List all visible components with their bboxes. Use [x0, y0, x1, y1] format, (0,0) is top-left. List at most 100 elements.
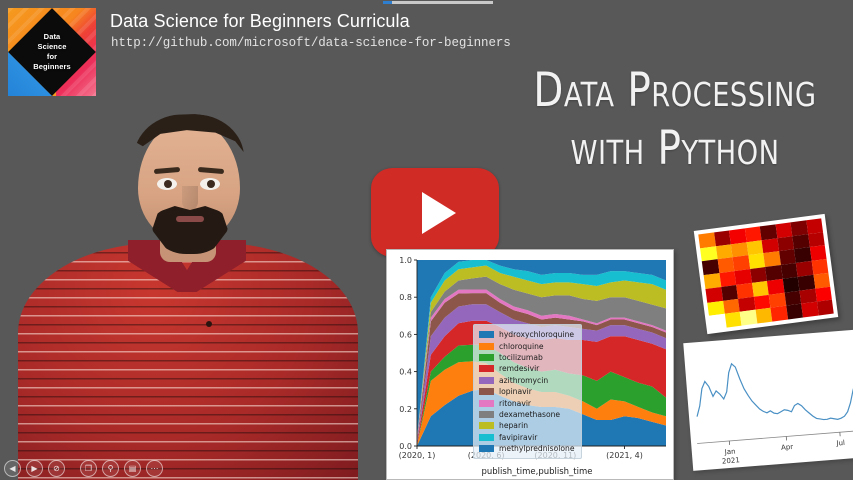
logo-label-line4: Beginners	[33, 62, 71, 71]
legend-item: heparin	[479, 420, 575, 431]
logo-label-line3: for	[46, 52, 58, 61]
legend-label: dexamethasone	[499, 409, 561, 419]
legend-label: ritonavir	[499, 398, 532, 408]
area-band-6	[417, 289, 666, 441]
legend-item: remdesivir	[479, 363, 575, 374]
area-xtick-label: (2020, 1)	[399, 451, 436, 460]
media-toolbar: ◀ ▶ ⊘ ❐ ⚲ ▤ ⋯	[4, 459, 163, 478]
legend-item: lopinavir	[479, 386, 575, 397]
line-xtick-label: 2021	[722, 456, 740, 465]
previous-icon[interactable]: ◀	[4, 460, 21, 477]
legend-item: methylprednisolone	[479, 443, 575, 454]
area-ytick-label: 0.4	[399, 368, 412, 377]
legend-swatch-icon	[479, 410, 494, 418]
legend-label: hydroxychloroquine	[499, 330, 575, 340]
legend-swatch-icon	[479, 376, 494, 384]
heatmap-cell-6-7	[816, 299, 834, 316]
legend-item: chloroquine	[479, 340, 575, 351]
logo-label-line2: Science	[37, 42, 67, 51]
presenter-mouth	[176, 216, 204, 222]
heatmap-cell-6-5	[785, 303, 804, 320]
line-xtick-label: Apr	[781, 443, 794, 452]
presenter-shirt	[18, 243, 358, 480]
presenter-video	[10, 58, 360, 480]
area-band-10	[417, 260, 666, 439]
legend-item: tocilizumab	[479, 352, 575, 363]
area-band-9	[417, 260, 666, 439]
play-icon	[422, 191, 456, 234]
area-ytick-label: 0.2	[399, 405, 412, 414]
heatmap-grid	[698, 218, 834, 330]
heatmap-cell-6-0	[709, 314, 727, 330]
shirt-button	[206, 321, 212, 327]
search-icon[interactable]: ⚲	[102, 460, 119, 477]
scrollbar-track[interactable]	[383, 1, 493, 4]
area-band-7	[417, 276, 666, 439]
legend-swatch-icon	[479, 445, 494, 453]
legend-swatch-icon	[479, 353, 494, 361]
chart-legend: hydroxychloroquine chloroquine tocilizumab…	[473, 324, 582, 460]
area-ytick-label: 0.0	[399, 442, 412, 451]
legend-swatch-icon	[479, 331, 494, 339]
line-xtick-label: Jul	[835, 439, 845, 448]
legend-item: favipiravir	[479, 432, 575, 443]
legend-item: azithromycin	[479, 375, 575, 386]
area-ytick-label: 0.6	[399, 330, 412, 339]
page-title: Data Science for Beginners Curricula	[110, 11, 410, 31]
area-band-3	[417, 320, 666, 446]
presenter-pupil-left	[164, 180, 172, 188]
legend-item: hydroxychloroquine	[479, 329, 575, 340]
scrollbar-thumb[interactable]	[383, 1, 392, 4]
area-band-8	[417, 265, 666, 439]
logo-label: Data Science for Beginners	[8, 32, 96, 72]
copy-icon[interactable]: ❐	[80, 460, 97, 477]
area-band-5	[417, 293, 666, 443]
repository-url[interactable]: http://github.com/microsoft/data-science…	[111, 36, 511, 50]
legend-swatch-icon	[479, 342, 494, 350]
presenter-beard	[152, 206, 228, 254]
course-logo: Data Science for Beginners	[8, 8, 96, 96]
legend-swatch-icon	[479, 422, 494, 430]
area-ytick-label: 1.0	[399, 256, 412, 265]
line-chart-xaxis	[697, 429, 853, 444]
legend-label: methylprednisolone	[499, 444, 575, 454]
legend-label: chloroquine	[499, 341, 544, 351]
legend-label: lopinavir	[499, 387, 532, 397]
legend-label: favipiravir	[499, 432, 538, 442]
legend-swatch-icon	[479, 433, 494, 441]
heatmap-cell-6-1	[724, 312, 742, 328]
heatmap-chart	[693, 213, 839, 335]
legend-swatch-icon	[479, 399, 494, 407]
legend-label: azithromycin	[499, 375, 549, 385]
area-band-2	[417, 344, 666, 446]
slide-title: Data Processing with Python	[514, 62, 836, 178]
legend-item: dexamethasone	[479, 409, 575, 420]
youtube-play-button[interactable]	[371, 168, 499, 257]
more-icon[interactable]: ⋯	[146, 460, 163, 477]
area-xtick-label: (2021, 4)	[606, 451, 643, 460]
logo-label-line1: Data	[43, 32, 61, 41]
slide-title-line2: with Python	[570, 121, 780, 176]
line-series	[696, 362, 853, 421]
presenter-pupil-right	[207, 180, 215, 188]
timeseries-line-chart: Jan 2021 Apr Jul	[683, 329, 853, 471]
legend-label: tocilizumab	[499, 352, 543, 362]
legend-label: remdesivir	[499, 364, 540, 374]
play-icon[interactable]: ▶	[26, 460, 43, 477]
scroll-progress-bar[interactable]	[0, 0, 853, 5]
legend-swatch-icon	[479, 365, 494, 373]
legend-item: ritonavir	[479, 397, 575, 408]
legend-label: heparin	[499, 421, 529, 431]
line-xtick-label: Jan	[723, 448, 735, 457]
slide-title-line1: Data Processing	[533, 63, 817, 118]
heatmap-cell-6-4	[770, 305, 788, 322]
presenter-nose	[182, 186, 198, 210]
notes-icon[interactable]: ▤	[124, 460, 141, 477]
pen-icon[interactable]: ⊘	[48, 460, 65, 477]
heatmap-cell-6-2	[739, 310, 757, 326]
area-ytick-label: 0.8	[399, 293, 412, 302]
legend-swatch-icon	[479, 388, 494, 396]
heatmap-cell-6-3	[755, 307, 773, 324]
